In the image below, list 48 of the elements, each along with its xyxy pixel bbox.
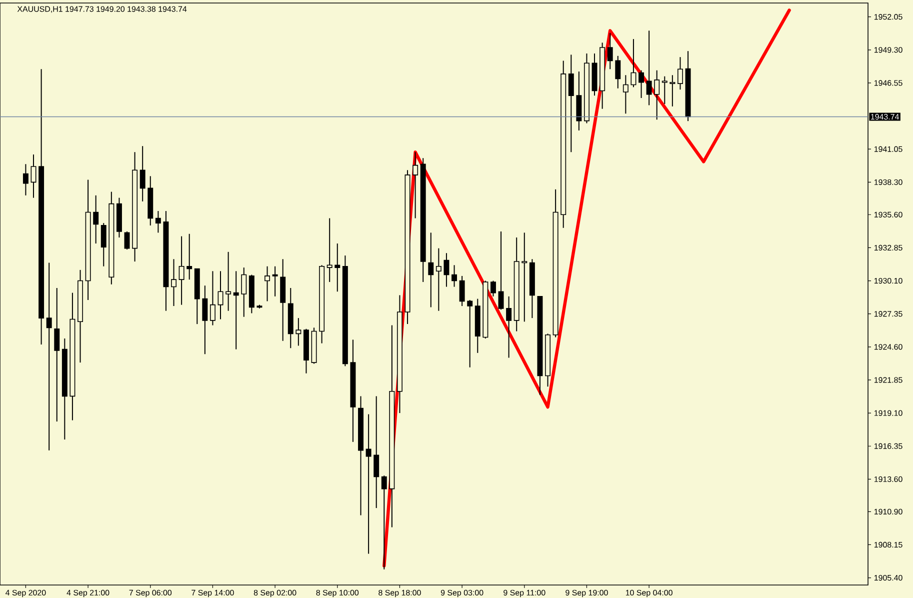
- candlestick: [124, 230, 130, 250]
- candlestick: [155, 210, 161, 234]
- candlestick: [186, 233, 192, 280]
- candlestick: [366, 414, 372, 554]
- candlestick: [54, 287, 60, 422]
- candlestick: [444, 252, 450, 288]
- candlestick: [467, 300, 473, 368]
- candlestick: [622, 74, 628, 114]
- candlestick: [452, 264, 457, 288]
- candlestick: [646, 30, 652, 106]
- candlestick: [654, 70, 660, 120]
- candlestick: [412, 152, 418, 219]
- candlestick: [178, 236, 184, 306]
- candlestick: [171, 258, 176, 307]
- candlestick: [436, 248, 442, 312]
- candlestick: [498, 230, 504, 310]
- candlestick: [226, 251, 232, 312]
- candlestick: [506, 296, 512, 358]
- candlestick: [428, 232, 434, 308]
- candlestick: [381, 475, 387, 570]
- candlestick: [677, 56, 683, 90]
- candlestick: [568, 54, 574, 153]
- candlestick: [218, 270, 224, 320]
- candlestick: [264, 266, 270, 302]
- candlestick: [334, 242, 340, 292]
- candlestick: [30, 154, 36, 198]
- candlestick: [210, 270, 216, 326]
- candlestick: [22, 164, 28, 196]
- candlestick: [630, 38, 636, 88]
- candlestick: [296, 318, 302, 346]
- candlestick: [615, 55, 621, 89]
- candlestick: [662, 76, 668, 104]
- candlestick: [233, 270, 239, 350]
- candlestick: [140, 146, 146, 202]
- candlestick: [46, 262, 52, 451]
- candlestick: [459, 275, 465, 307]
- candlestick: [272, 266, 278, 297]
- candlestick: [100, 222, 106, 267]
- candlestick: [326, 218, 332, 282]
- candlestick: [93, 194, 99, 244]
- candlestick: [490, 280, 496, 297]
- candlestick: [670, 74, 676, 107]
- candlestick: [638, 70, 644, 98]
- candlestick: [607, 32, 613, 70]
- candlestick: [241, 267, 247, 318]
- candlestick: [374, 396, 380, 509]
- candlestick: [202, 285, 208, 355]
- candlestick: [522, 232, 528, 322]
